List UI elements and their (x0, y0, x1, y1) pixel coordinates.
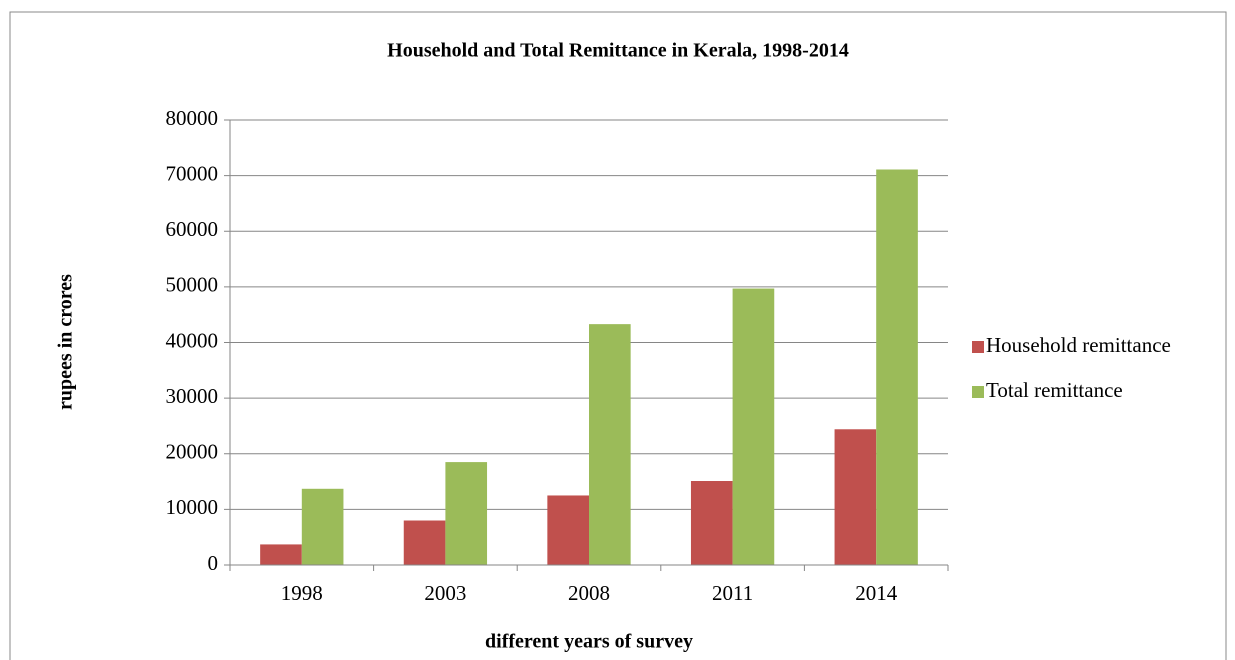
y-tick-label: 20000 (166, 440, 219, 464)
y-tick-label: 80000 (166, 106, 219, 130)
bar (876, 169, 918, 565)
y-axis-title: rupees in crores (55, 274, 77, 410)
bar (301, 488, 344, 565)
legend-swatch (972, 341, 984, 353)
bar (445, 462, 488, 565)
y-tick-label: 0 (208, 551, 219, 575)
y-tick-label: 30000 (166, 384, 219, 408)
y-tick-label: 60000 (166, 217, 219, 241)
bar (403, 520, 446, 565)
y-tick-label: 70000 (166, 161, 219, 185)
bar (690, 481, 733, 565)
y-tick-label: 50000 (166, 273, 219, 297)
x-tick-label: 1998 (281, 581, 323, 605)
y-tick-label: 10000 (166, 495, 219, 519)
y-tick-label: 40000 (166, 328, 219, 352)
x-tick-label: 2011 (712, 581, 753, 605)
x-tick-label: 2008 (568, 581, 610, 605)
legend-label: Total remittance (986, 378, 1123, 402)
legend-swatch (972, 386, 984, 398)
bar (589, 324, 631, 565)
x-tick-label: 2014 (855, 581, 898, 605)
chart-title: Household and Total Remittance in Kerala… (387, 40, 849, 62)
legend-label: Household remittance (986, 333, 1171, 357)
bar (260, 544, 302, 565)
bar (732, 288, 775, 565)
bar (834, 429, 877, 565)
bar (547, 495, 589, 565)
chart-frame (9, 11, 1227, 660)
x-tick-label: 2003 (424, 581, 466, 605)
x-axis-title: different years of survey (485, 631, 693, 653)
